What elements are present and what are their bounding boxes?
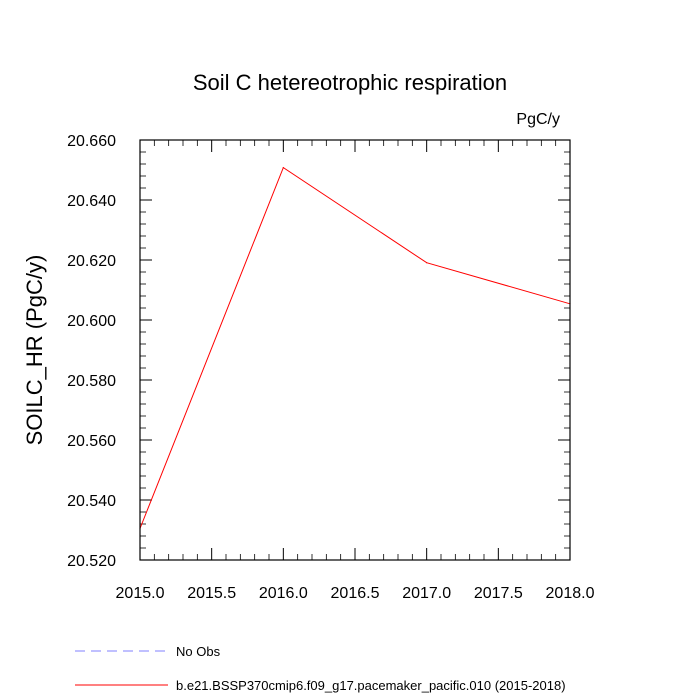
x-tick-label: 2015.5 (187, 585, 236, 602)
x-tick-label: 2015.0 (116, 585, 165, 602)
chart-title: Soil C hetereotrophic respiration (193, 70, 507, 95)
y-tick-label: 20.600 (67, 313, 116, 330)
legend-label: No Obs (176, 644, 221, 659)
y-tick-label: 20.580 (67, 373, 116, 390)
y-tick-label: 20.540 (67, 493, 116, 510)
series-line (139, 166, 571, 529)
x-tick-label: 2016.0 (259, 585, 308, 602)
axis-ticks (139, 139, 571, 561)
y-tick-label: 20.620 (67, 253, 116, 270)
y-tick-label: 20.520 (67, 553, 116, 570)
y-tick-label: 20.560 (67, 433, 116, 450)
plot-series (139, 166, 571, 530)
x-tick-label: 2018.0 (546, 585, 595, 602)
plot-frame (139, 139, 571, 561)
x-tick-label: 2016.5 (331, 585, 380, 602)
y-tick-label: 20.640 (67, 193, 116, 210)
y-tick-labels: 20.520 20.540 20.560 20.580 20.600 20.620 20.6… (67, 133, 116, 570)
x-tick-label: 2017.5 (474, 585, 523, 602)
y-axis-label: SOILC_HR (PgC/y) (22, 255, 47, 446)
y-tick-label: 20.660 (67, 133, 116, 150)
legend: No Obs b.e21.BSSP370cmip6.f09_g17.pacemak… (75, 644, 566, 693)
units-label: PgC/y (516, 111, 560, 128)
x-tick-label: 2017.0 (402, 585, 451, 602)
x-tick-labels: 2015.0 2015.5 2016.0 2016.5 2017.0 2017.5 2018… (116, 585, 595, 602)
legend-label: b.e21.BSSP370cmip6.f09_g17.pacemaker_pac… (176, 678, 566, 693)
data-point (426, 262, 428, 264)
data-point (282, 167, 284, 169)
